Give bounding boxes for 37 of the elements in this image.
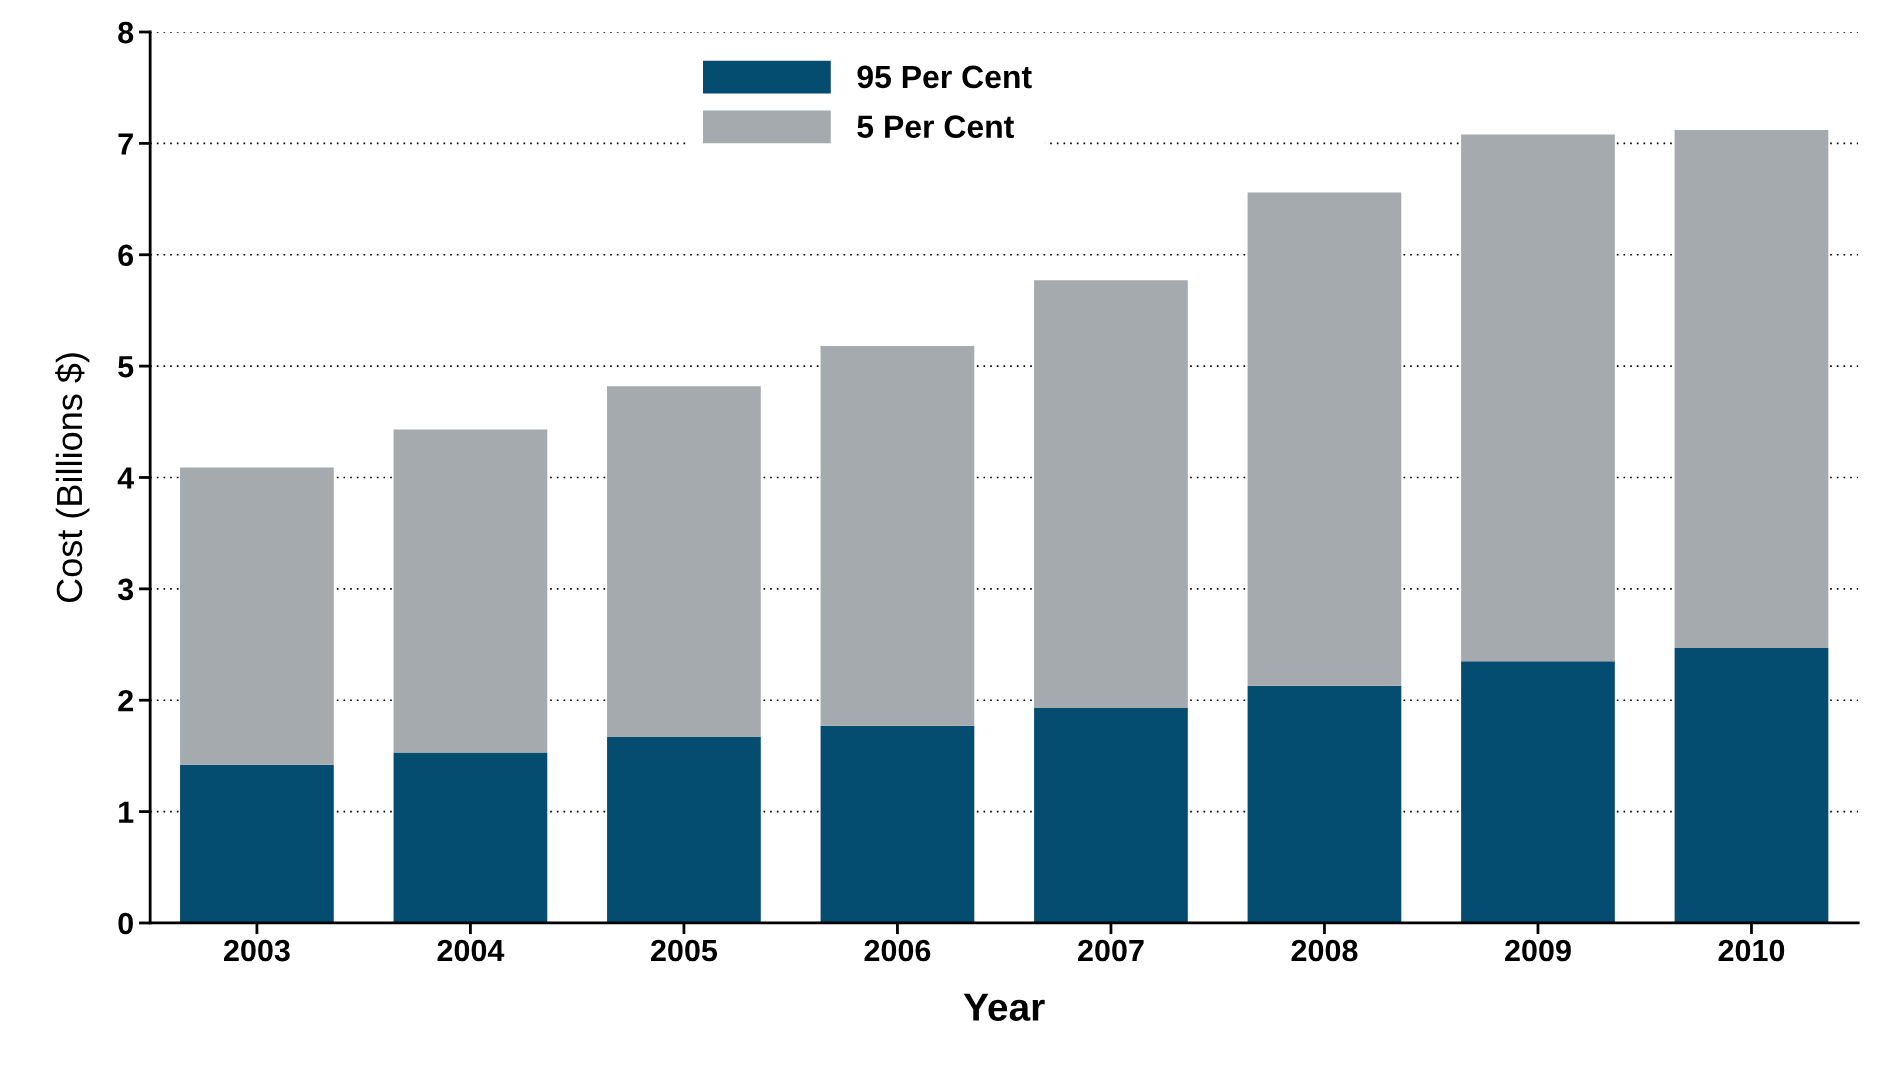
bar — [393, 429, 548, 753]
y-tick-label: 8 — [118, 21, 134, 44]
bar — [1461, 134, 1615, 662]
x-tick-label: 2004 — [437, 939, 505, 962]
bar — [607, 386, 761, 737]
x-tick-label: 2010 — [1718, 939, 1785, 962]
x-tick-label: 2006 — [864, 939, 931, 962]
legend-label: 95 Per Cent — [857, 65, 1032, 89]
y-tick-label: 0 — [118, 912, 133, 935]
bar — [1247, 685, 1402, 923]
x-axis-title: Year — [963, 993, 1045, 1021]
bar — [180, 467, 334, 765]
bar — [180, 764, 334, 923]
y-tick-label: 7 — [118, 133, 133, 155]
bar — [1674, 130, 1829, 648]
y-tick-label: 5 — [118, 356, 134, 378]
y-tick-label: 2 — [118, 689, 133, 712]
bar — [393, 752, 548, 923]
bar — [607, 736, 761, 923]
x-tick-label: 2005 — [651, 939, 718, 962]
x-tick-label: 2008 — [1291, 939, 1358, 962]
x-tick-label: 2003 — [223, 939, 290, 962]
legend-label: 5 Per Cent — [857, 115, 1014, 138]
bar — [1461, 661, 1615, 923]
y-tick-label: 3 — [117, 578, 134, 601]
x-tick-label: 2009 — [1505, 939, 1571, 962]
y-tick-label: 6 — [118, 244, 134, 267]
y-tick-label: 4 — [117, 467, 135, 489]
bar — [820, 725, 975, 923]
y-tick-label: 1 — [119, 801, 134, 823]
bar — [1034, 280, 1188, 709]
x-tick-label: 2007 — [1078, 939, 1144, 962]
bar — [820, 346, 975, 726]
bar — [1247, 192, 1402, 686]
bar — [1034, 708, 1188, 923]
y-axis-title: Cost (Billions $) — [55, 353, 90, 603]
bar — [1674, 647, 1829, 923]
